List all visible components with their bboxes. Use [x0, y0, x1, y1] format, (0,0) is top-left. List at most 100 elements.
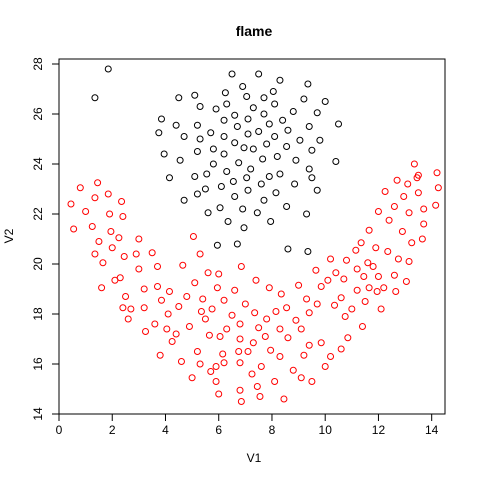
data-point	[106, 210, 114, 218]
data-point	[381, 188, 389, 195]
data-point	[352, 246, 360, 254]
data-point	[405, 209, 413, 217]
data-point	[163, 325, 171, 333]
data-point	[70, 225, 78, 233]
data-point	[180, 133, 188, 140]
data-point	[236, 386, 244, 394]
data-point	[229, 178, 237, 185]
data-point	[239, 205, 247, 213]
x-tick-label: 0	[56, 423, 63, 437]
data-point	[263, 315, 271, 323]
data-point	[272, 189, 280, 197]
data-point	[272, 308, 280, 315]
data-point	[364, 259, 372, 267]
data-point	[140, 304, 148, 312]
data-point	[384, 248, 392, 255]
data-point	[276, 170, 284, 178]
data-point	[241, 300, 249, 308]
data-point	[295, 281, 303, 289]
data-point	[398, 228, 406, 235]
data-point	[297, 374, 305, 382]
data-point	[327, 255, 335, 263]
data-point	[221, 89, 229, 97]
x-axis-label: V1	[247, 451, 262, 465]
data-point	[104, 65, 112, 73]
data-point	[231, 139, 239, 147]
data-point	[273, 153, 281, 160]
data-point	[308, 146, 316, 154]
data-point	[353, 265, 361, 273]
data-point	[374, 273, 382, 280]
data-point	[253, 383, 261, 390]
data-point	[213, 241, 221, 249]
data-point	[199, 295, 207, 303]
data-point	[233, 240, 241, 248]
data-point	[220, 296, 228, 304]
data-point	[377, 305, 385, 313]
data-point	[265, 284, 273, 292]
data-point	[380, 284, 388, 292]
y-tick-label: 16	[31, 357, 45, 371]
data-point	[223, 325, 231, 333]
data-point	[261, 333, 269, 340]
data-point	[404, 180, 412, 188]
data-point	[251, 309, 259, 317]
x-tick-label: 4	[162, 423, 169, 437]
data-point	[160, 150, 168, 158]
data-point	[193, 190, 201, 198]
data-point	[304, 80, 312, 88]
data-point	[303, 295, 311, 303]
data-point	[191, 91, 199, 99]
data-point	[239, 83, 247, 90]
data-point	[432, 201, 440, 209]
data-point	[244, 348, 252, 355]
data-point	[95, 238, 103, 245]
data-point	[249, 104, 257, 112]
data-point	[348, 305, 356, 313]
data-point	[321, 98, 329, 105]
data-point	[357, 239, 365, 247]
data-point	[253, 209, 261, 217]
y-tick-label: 28	[31, 57, 45, 71]
data-point	[276, 325, 284, 333]
data-point	[402, 278, 410, 285]
data-point	[257, 363, 265, 370]
data-point	[373, 288, 381, 295]
data-point	[189, 233, 197, 240]
data-point	[271, 133, 279, 140]
data-point	[193, 148, 201, 155]
data-point	[223, 100, 231, 108]
data-point	[296, 136, 304, 144]
data-point	[107, 228, 115, 235]
data-point	[140, 285, 148, 293]
data-point	[410, 160, 418, 168]
data-point	[82, 208, 90, 215]
data-point	[108, 244, 116, 252]
data-point	[313, 300, 321, 308]
data-point	[217, 183, 225, 190]
y-axis: 14 16 18 20 22 24 26 28	[31, 57, 60, 421]
data-point	[91, 94, 99, 102]
data-point	[120, 253, 128, 260]
data-point	[76, 184, 84, 192]
data-point	[235, 159, 243, 167]
data-point	[201, 315, 209, 323]
data-point	[434, 184, 442, 192]
data-point	[197, 308, 205, 315]
data-point	[271, 378, 279, 385]
data-point	[244, 186, 252, 194]
data-point	[243, 93, 251, 100]
data-point	[220, 150, 228, 158]
data-point	[392, 288, 400, 295]
data-point	[191, 279, 199, 287]
data-point	[215, 270, 223, 278]
data-point	[385, 216, 393, 224]
data-point	[308, 174, 316, 182]
data-point	[260, 110, 268, 118]
data-point	[317, 339, 325, 347]
data-point	[91, 194, 99, 202]
data-point	[252, 276, 260, 284]
data-point	[260, 94, 268, 102]
data-point	[284, 126, 292, 134]
